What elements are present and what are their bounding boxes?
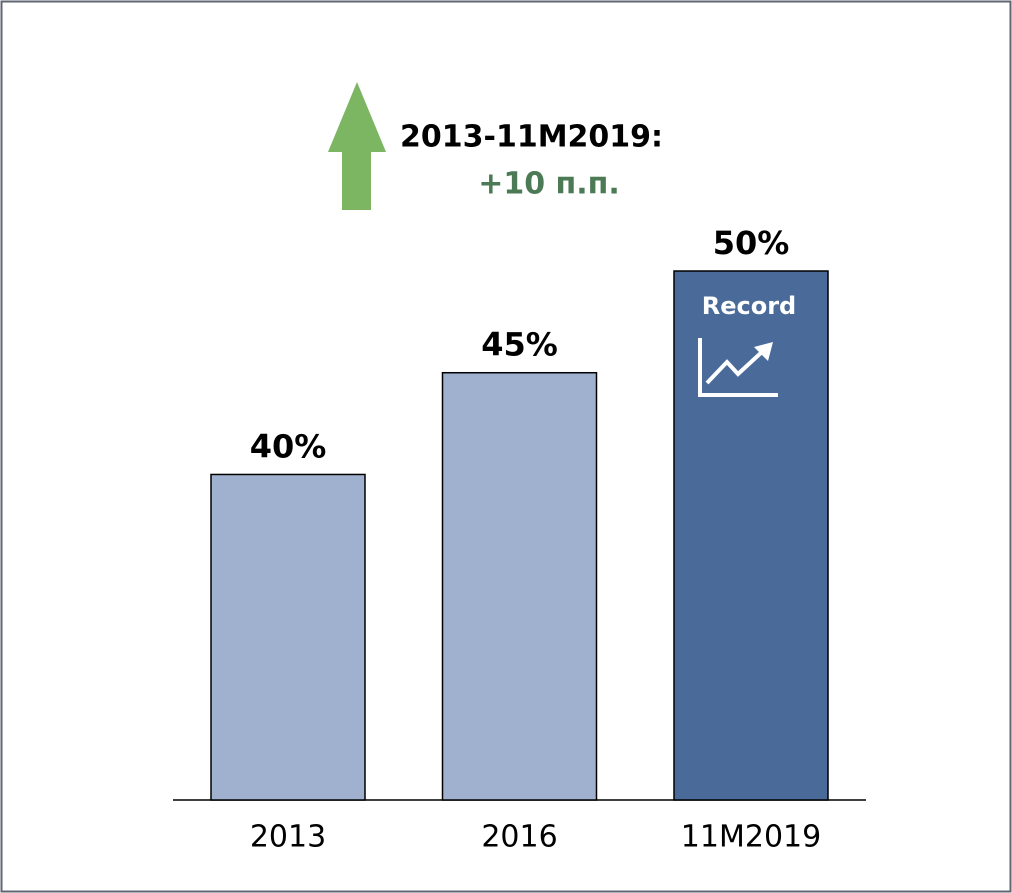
value-label: 50% <box>713 224 790 262</box>
x-tick-label: 2013 <box>250 820 326 855</box>
bar <box>210 473 366 801</box>
x-tick-label: 2016 <box>481 820 557 855</box>
x-tick-label: 11M2019 <box>681 820 821 855</box>
up-arrow <box>328 82 386 210</box>
value-label: 45% <box>481 326 558 364</box>
bar <box>673 270 829 801</box>
record-label: Record <box>702 292 797 320</box>
value-label: 40% <box>250 427 327 465</box>
annotation: +10 п.п. <box>478 167 620 202</box>
bar <box>441 371 598 801</box>
annotation: 2013-11M2019: <box>400 120 663 155</box>
trend-icon <box>698 338 778 397</box>
